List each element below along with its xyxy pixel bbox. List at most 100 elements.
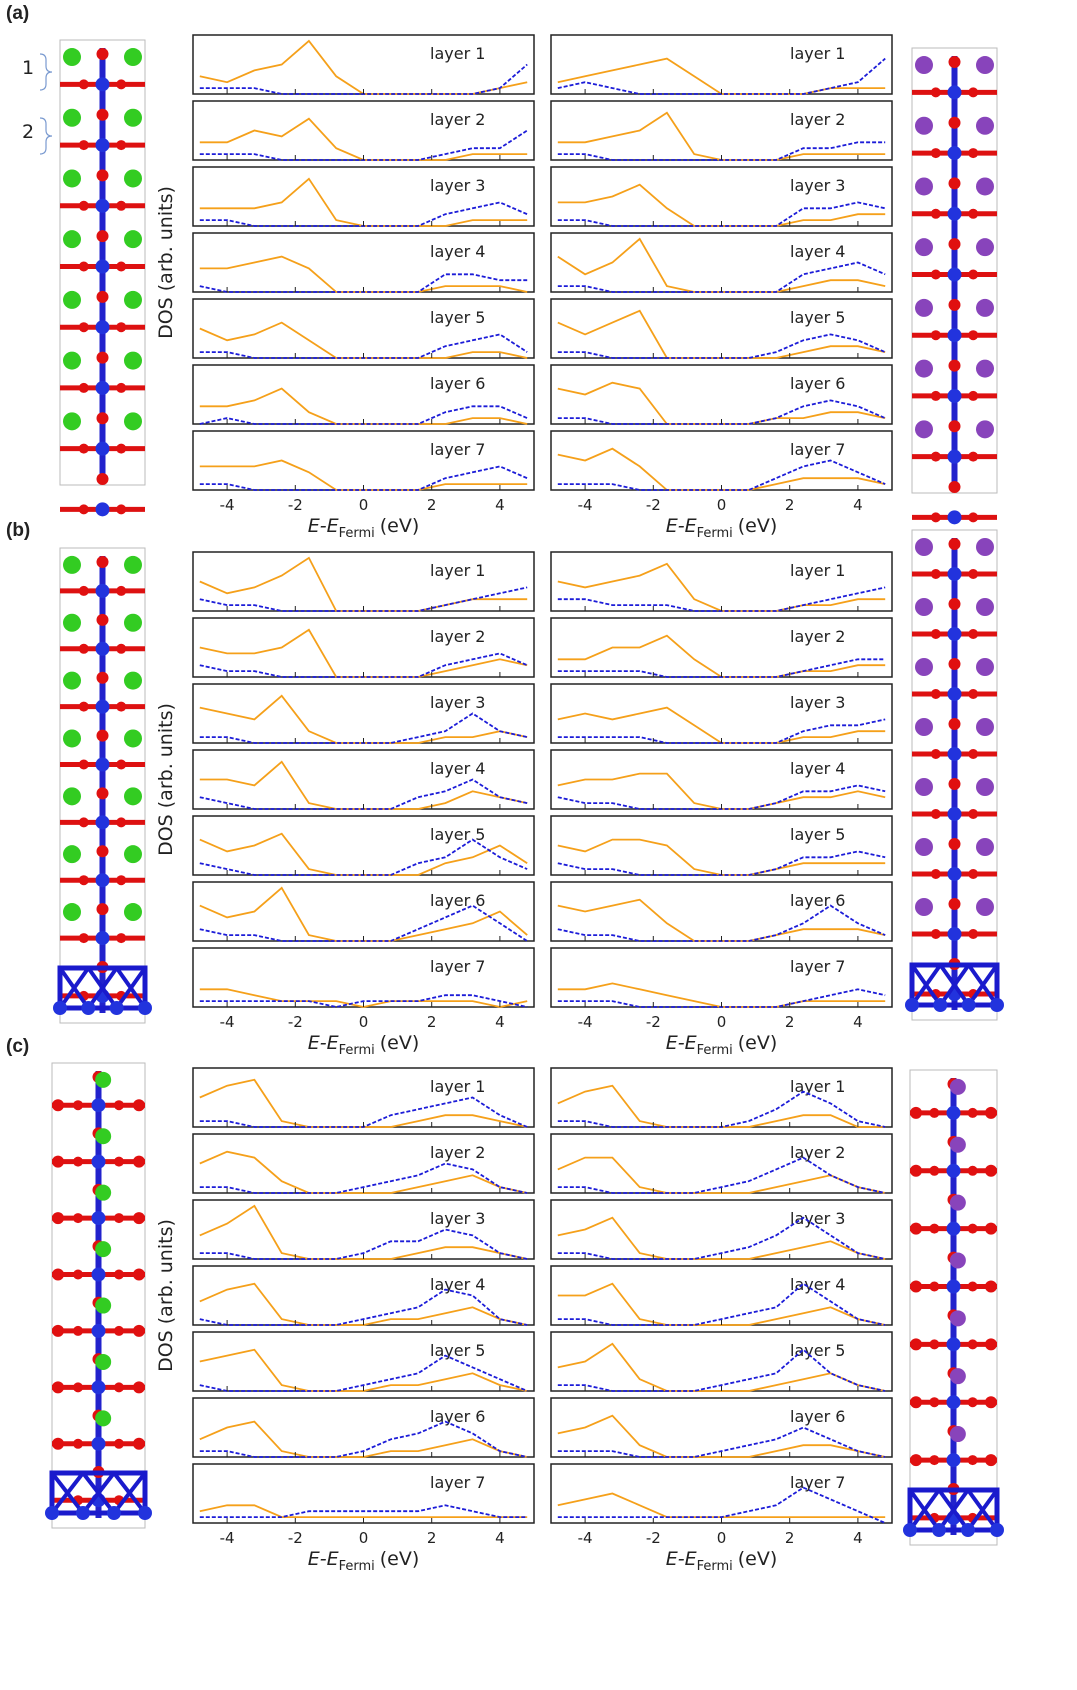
atom: [903, 1523, 917, 1537]
atom: [976, 898, 994, 916]
layer-label: layer 1: [430, 561, 485, 580]
layer-label: layer 6: [430, 891, 485, 910]
atom: [92, 1437, 106, 1451]
atom: [124, 845, 142, 863]
x-tick-label: 0: [717, 1013, 727, 1031]
atom: [910, 1223, 922, 1235]
x-tick-label: 4: [495, 1013, 505, 1031]
x-axis-label-unit: (eV): [738, 1548, 778, 1570]
x-tick-label: 2: [785, 496, 795, 514]
x-axis-label-unit: (eV): [380, 515, 420, 537]
layer-label: layer 1: [790, 561, 845, 580]
atom: [81, 1001, 95, 1015]
atom: [976, 420, 994, 438]
layer-label: layer 3: [430, 693, 485, 712]
layer-label: layer 4: [430, 1275, 485, 1294]
x-axis-label: E-EFermi(eV): [308, 1548, 420, 1574]
atom: [107, 1506, 121, 1520]
atom: [968, 1339, 978, 1349]
layer-label: layer 7: [430, 1473, 485, 1492]
x-axis-label-sub: Fermi: [697, 1043, 733, 1058]
atom: [52, 1156, 64, 1168]
atom: [73, 1213, 83, 1223]
layer-label: layer 3: [790, 176, 845, 195]
atom: [949, 177, 961, 189]
layer-label: layer 2: [790, 627, 845, 646]
x-tick-label: 0: [717, 1529, 727, 1547]
atom: [950, 1426, 966, 1442]
atom: [968, 1108, 978, 1118]
atom: [976, 658, 994, 676]
annotation: 2: [22, 121, 34, 143]
atom: [79, 702, 89, 712]
atom: [96, 199, 110, 213]
x-axis-label-sub: Fermi: [339, 526, 375, 541]
atom: [114, 1213, 124, 1223]
atom: [97, 903, 109, 915]
atom: [931, 512, 941, 522]
atom: [96, 442, 110, 456]
figure-label: (a): [6, 3, 29, 24]
atom: [948, 146, 962, 160]
x-tick-label: 0: [359, 1529, 369, 1547]
atom: [949, 778, 961, 790]
atom: [950, 1079, 966, 1095]
atom: [948, 747, 962, 761]
layer-label: layer 6: [790, 891, 845, 910]
structure: [903, 1070, 1004, 1545]
atom: [63, 291, 81, 309]
atom: [96, 381, 110, 395]
atom: [97, 109, 109, 121]
figure: (a)DOS (arb. units)12layer 1layer 2layer…: [0, 0, 1077, 1690]
atom: [905, 998, 919, 1012]
atom: [915, 299, 933, 317]
atom: [968, 569, 978, 579]
atom: [97, 672, 109, 684]
atom: [915, 177, 933, 195]
atom: [948, 389, 962, 403]
atom: [124, 672, 142, 690]
x-tick-label: 2: [427, 496, 437, 514]
layer-label: layer 2: [430, 1143, 485, 1162]
atom: [976, 778, 994, 796]
x-tick-label: 4: [495, 1529, 505, 1547]
atom: [124, 903, 142, 921]
x-axis-label-sub: Fermi: [339, 1043, 375, 1058]
x-tick-label: -2: [288, 496, 303, 514]
atom: [124, 230, 142, 248]
atom: [968, 1282, 978, 1292]
x-axis-label-main: E-E: [308, 1548, 339, 1570]
atom: [968, 1397, 978, 1407]
atom: [124, 729, 142, 747]
x-tick-label: 0: [717, 496, 727, 514]
atom: [931, 569, 941, 579]
atom: [968, 209, 978, 219]
atom: [985, 1223, 997, 1235]
atom: [968, 270, 978, 280]
atom: [915, 718, 933, 736]
atom: [95, 1185, 111, 1201]
atom: [948, 268, 962, 282]
atom: [124, 109, 142, 127]
atom: [976, 177, 994, 195]
y-axis-label: DOS (arb. units): [155, 703, 177, 856]
atom: [63, 903, 81, 921]
atom: [929, 1166, 939, 1176]
atom: [976, 56, 994, 74]
atom: [63, 109, 81, 127]
atom: [929, 1108, 939, 1118]
atom: [97, 730, 109, 742]
atom: [929, 1224, 939, 1234]
atom: [948, 927, 962, 941]
x-axis-label-unit: (eV): [380, 1548, 420, 1570]
atom: [63, 787, 81, 805]
x-tick-label: 4: [853, 1013, 863, 1031]
atom: [116, 322, 126, 332]
atom: [95, 1298, 111, 1314]
atom: [915, 538, 933, 556]
atom: [96, 320, 110, 334]
atom: [63, 412, 81, 430]
x-tick-label: 2: [427, 1529, 437, 1547]
atom: [96, 931, 110, 945]
atom: [985, 1281, 997, 1293]
